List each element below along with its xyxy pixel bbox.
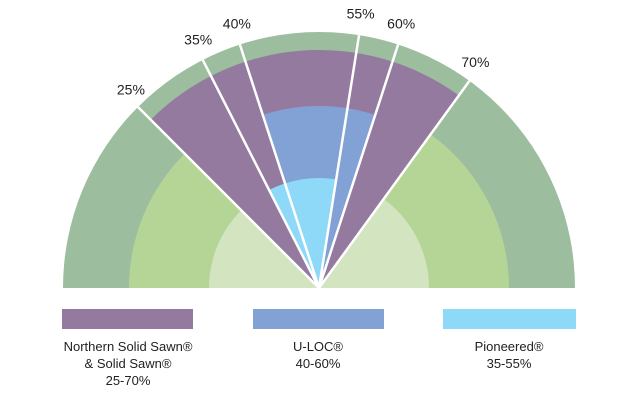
tick-label-55: 55%	[347, 5, 375, 21]
tick-label-35: 35%	[184, 32, 212, 48]
band-pioneered	[269, 177, 337, 288]
legend-line: 25-70%	[105, 373, 151, 388]
legend-line: Pioneered®	[474, 339, 544, 354]
divider-35	[201, 59, 321, 289]
legend-label-northern-solid-sawn: Northern Solid Sawn® & Solid Sawn® 25-70…	[28, 338, 228, 389]
tick-label-25: 25%	[117, 82, 145, 98]
legend-swatch-pioneered	[443, 309, 576, 329]
legend-label-pioneered: Pioneered® 35-55%	[409, 338, 609, 372]
divider-25	[137, 106, 320, 289]
divider-60	[317, 44, 400, 289]
divider-55	[317, 34, 361, 289]
tick-labels: 25% 35% 40% 55% 60% 70%	[117, 5, 490, 97]
legend-line: U-LOC®	[292, 339, 344, 354]
divider-40	[238, 44, 321, 289]
legend-swatch-u-loc	[253, 309, 384, 329]
divider-lines	[137, 34, 471, 289]
tick-label-60: 60%	[387, 15, 415, 31]
semicircle-chart: 25% 35% 40% 55% 60% 70%	[63, 5, 575, 289]
legend-line: 35-55%	[486, 356, 532, 371]
tick-label-70: 70%	[461, 54, 489, 70]
legend-swatch-northern-solid-sawn	[62, 309, 193, 329]
legend-line: 40-60%	[295, 356, 341, 371]
legend-line: Northern Solid Sawn®	[63, 339, 193, 354]
legend-label-u-loc: U-LOC® 40-60%	[218, 338, 418, 372]
tick-label-40: 40%	[223, 15, 251, 31]
legend-line: & Solid Sawn®	[84, 356, 172, 371]
divider-70	[317, 80, 471, 289]
